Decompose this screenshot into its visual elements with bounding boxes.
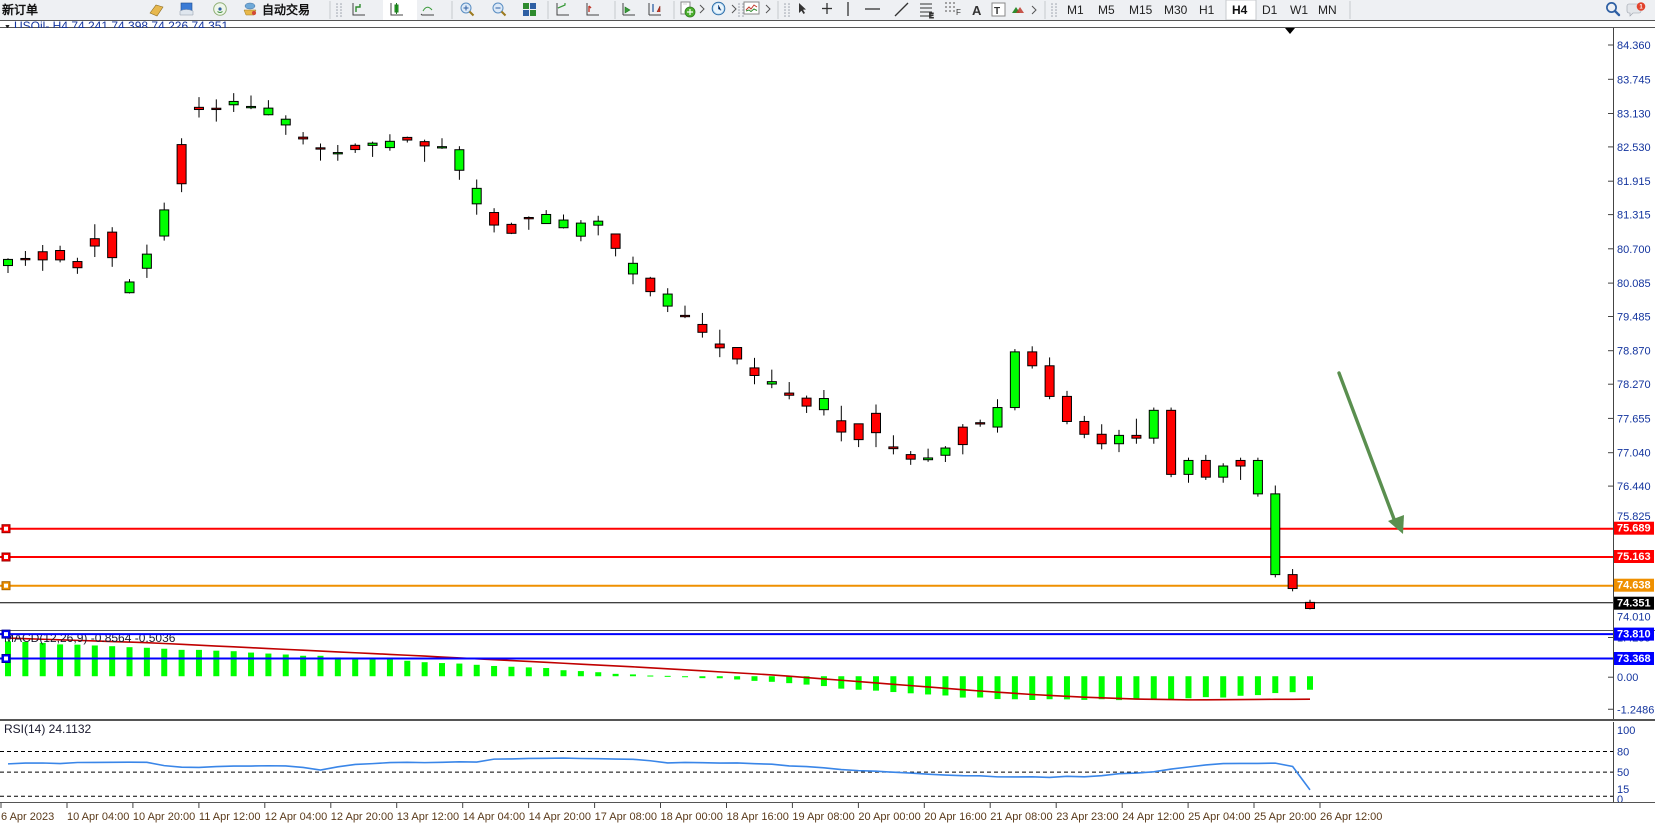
svg-text:21 Apr 08:00: 21 Apr 08:00 [990, 811, 1052, 823]
svg-text:18 Apr 00:00: 18 Apr 00:00 [661, 811, 723, 823]
svg-text:12 Apr 20:00: 12 Apr 20:00 [331, 811, 393, 823]
svg-text:77.655: 77.655 [1617, 413, 1651, 425]
svg-text:10 Apr 04:00: 10 Apr 04:00 [67, 811, 129, 823]
svg-text:10 Apr 20:00: 10 Apr 20:00 [133, 811, 195, 823]
svg-text:83.130: 83.130 [1617, 109, 1651, 121]
svg-text:80.700: 80.700 [1617, 244, 1651, 256]
svg-text:50: 50 [1617, 767, 1629, 779]
svg-text:75.825: 75.825 [1617, 511, 1651, 523]
svg-text:77.040: 77.040 [1617, 448, 1651, 460]
svg-text:25 Apr 20:00: 25 Apr 20:00 [1254, 811, 1316, 823]
svg-text:11 Apr 12:00: 11 Apr 12:00 [199, 811, 261, 823]
svg-text:24 Apr 12:00: 24 Apr 12:00 [1122, 811, 1184, 823]
svg-text:23 Apr 23:00: 23 Apr 23:00 [1056, 811, 1118, 823]
svg-text:75.163: 75.163 [1617, 551, 1651, 563]
svg-text:73.368: 73.368 [1617, 653, 1651, 665]
svg-text:14 Apr 04:00: 14 Apr 04:00 [463, 811, 525, 823]
svg-text:83.745: 83.745 [1617, 74, 1651, 86]
svg-text:17 Apr 08:00: 17 Apr 08:00 [595, 811, 657, 823]
svg-text:81.915: 81.915 [1617, 176, 1651, 188]
svg-text:74.010: 74.010 [1617, 612, 1651, 624]
svg-text:0: 0 [1617, 794, 1623, 803]
svg-text:25 Apr 04:00: 25 Apr 04:00 [1188, 811, 1250, 823]
svg-text:20 Apr 16:00: 20 Apr 16:00 [924, 811, 986, 823]
svg-text:75.689: 75.689 [1617, 523, 1651, 535]
svg-text:12 Apr 04:00: 12 Apr 04:00 [265, 811, 327, 823]
svg-text:74.638: 74.638 [1617, 580, 1651, 592]
svg-text:13 Apr 12:00: 13 Apr 12:00 [397, 811, 459, 823]
svg-text:RSI(14) 24.1132: RSI(14) 24.1132 [4, 722, 91, 736]
svg-text:20 Apr 00:00: 20 Apr 00:00 [858, 811, 920, 823]
svg-text:80: 80 [1617, 747, 1629, 759]
svg-text:6 Apr 2023: 6 Apr 2023 [1, 811, 54, 823]
svg-text:26 Apr 12:00: 26 Apr 12:00 [1320, 811, 1382, 823]
svg-text:78.270: 78.270 [1617, 379, 1651, 391]
svg-text:76.440: 76.440 [1617, 481, 1651, 493]
svg-text:0.00: 0.00 [1617, 672, 1638, 684]
svg-text:82.530: 82.530 [1617, 142, 1651, 154]
svg-text:81.315: 81.315 [1617, 210, 1651, 222]
svg-text:73.810: 73.810 [1617, 629, 1651, 641]
svg-text:78.870: 78.870 [1617, 346, 1651, 358]
svg-text:84.360: 84.360 [1617, 40, 1651, 52]
svg-text:18 Apr 16:00: 18 Apr 16:00 [727, 811, 789, 823]
svg-text:14 Apr 20:00: 14 Apr 20:00 [529, 811, 591, 823]
svg-text:19 Apr 08:00: 19 Apr 08:00 [792, 811, 854, 823]
svg-text:79.485: 79.485 [1617, 312, 1651, 324]
svg-text:100: 100 [1617, 725, 1635, 737]
svg-text:-1.2486: -1.2486 [1617, 704, 1654, 716]
svg-text:80.085: 80.085 [1617, 278, 1651, 290]
svg-text:74.351: 74.351 [1617, 598, 1651, 610]
